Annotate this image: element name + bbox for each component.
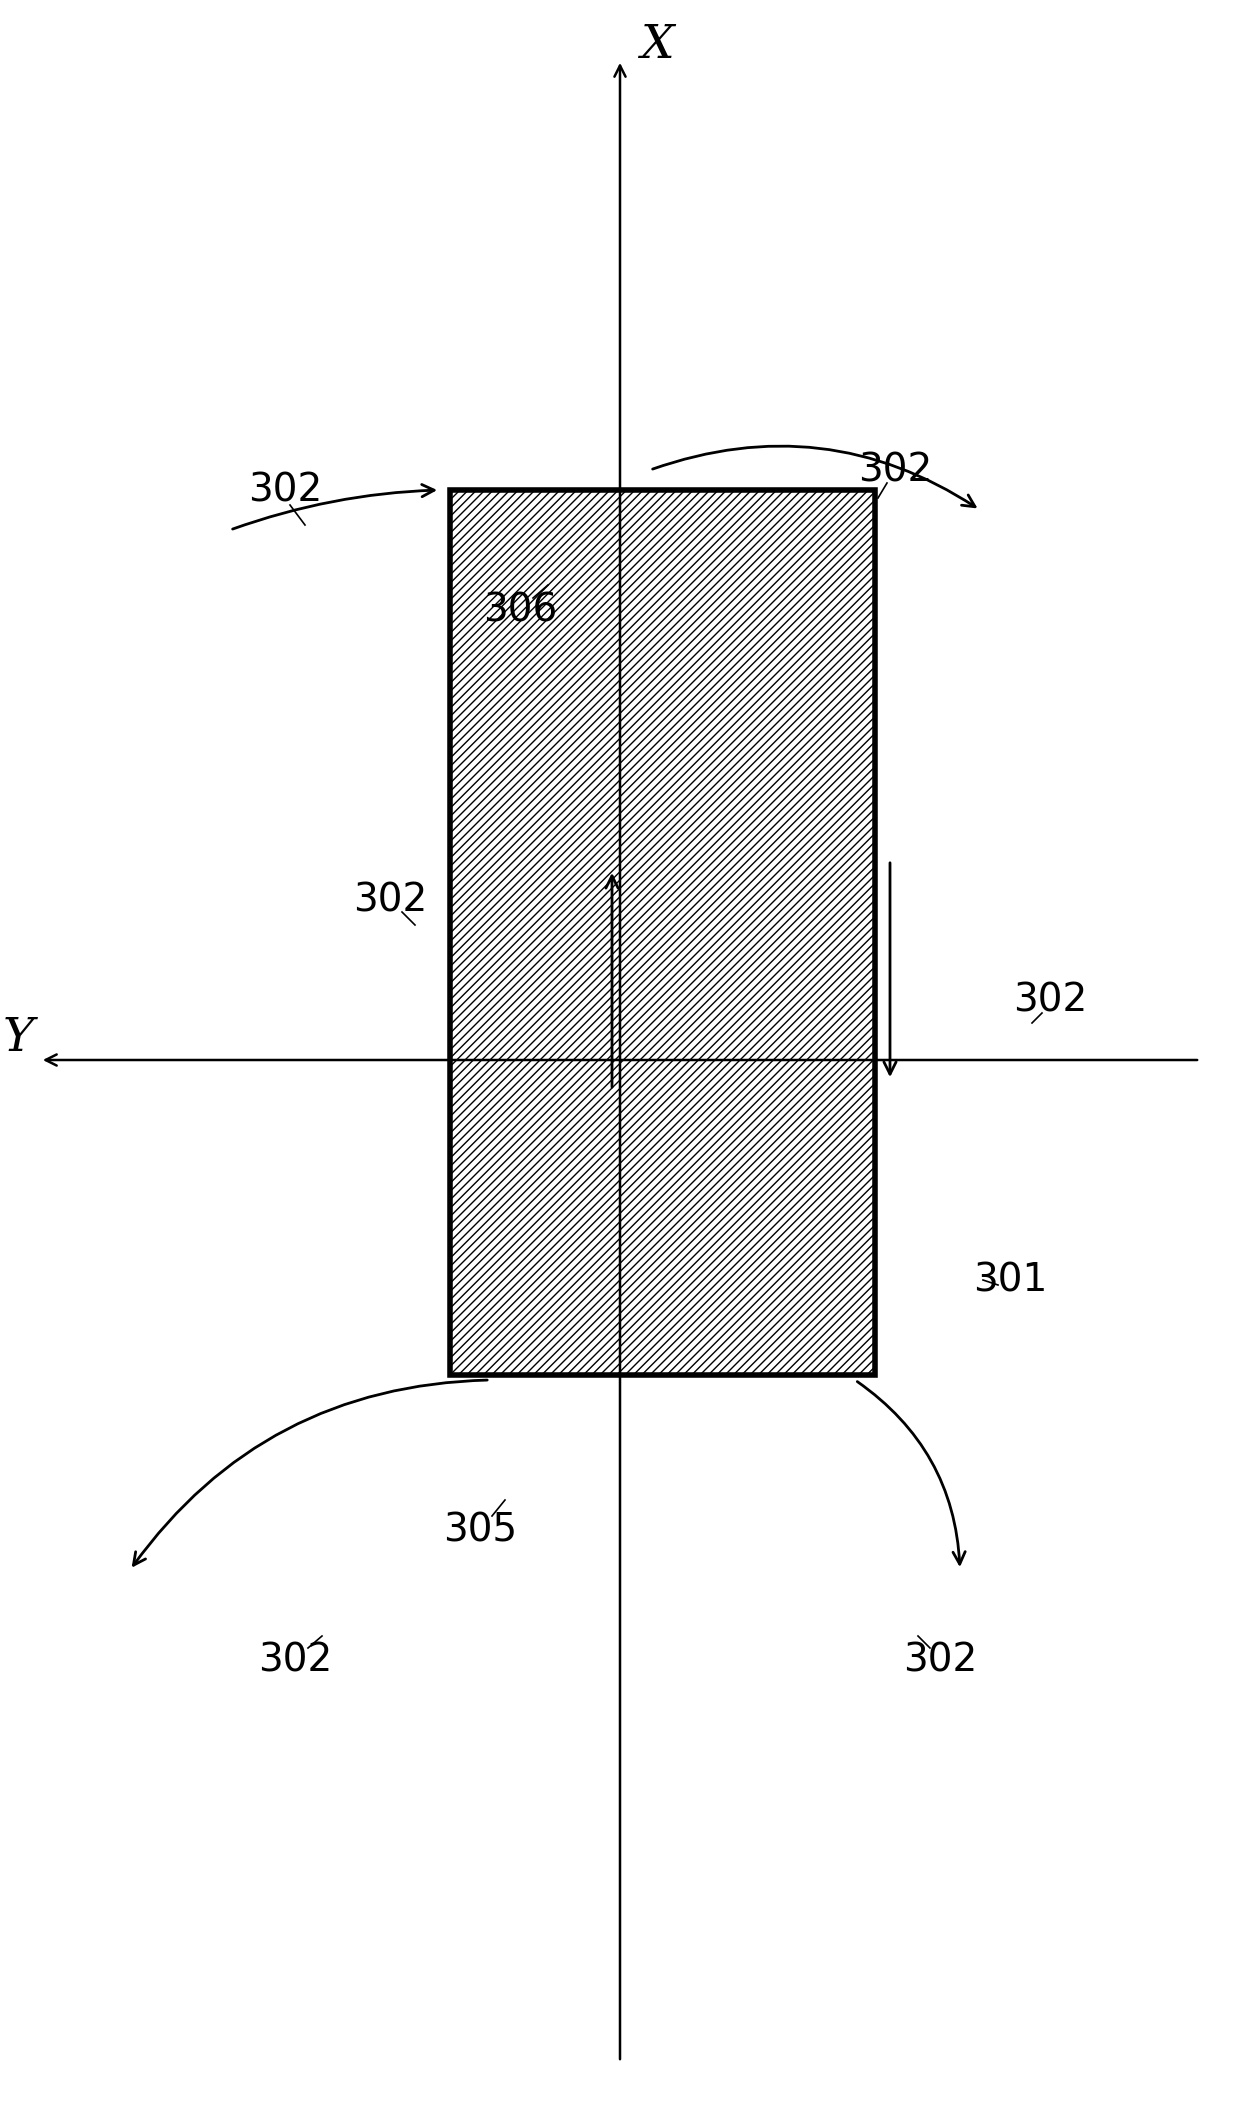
Text: 302: 302 (858, 452, 932, 488)
Text: 302: 302 (248, 471, 322, 509)
Text: 302: 302 (1013, 980, 1087, 1019)
Text: 301: 301 (973, 1260, 1048, 1299)
Text: Y: Y (2, 1014, 33, 1061)
Text: X: X (640, 23, 673, 68)
Text: 306: 306 (482, 592, 557, 628)
Text: 302: 302 (258, 1640, 332, 1679)
Text: 302: 302 (353, 881, 427, 919)
Bar (450, 490, 875, 1375)
Text: 305: 305 (443, 1511, 517, 1549)
Text: 302: 302 (903, 1640, 977, 1679)
